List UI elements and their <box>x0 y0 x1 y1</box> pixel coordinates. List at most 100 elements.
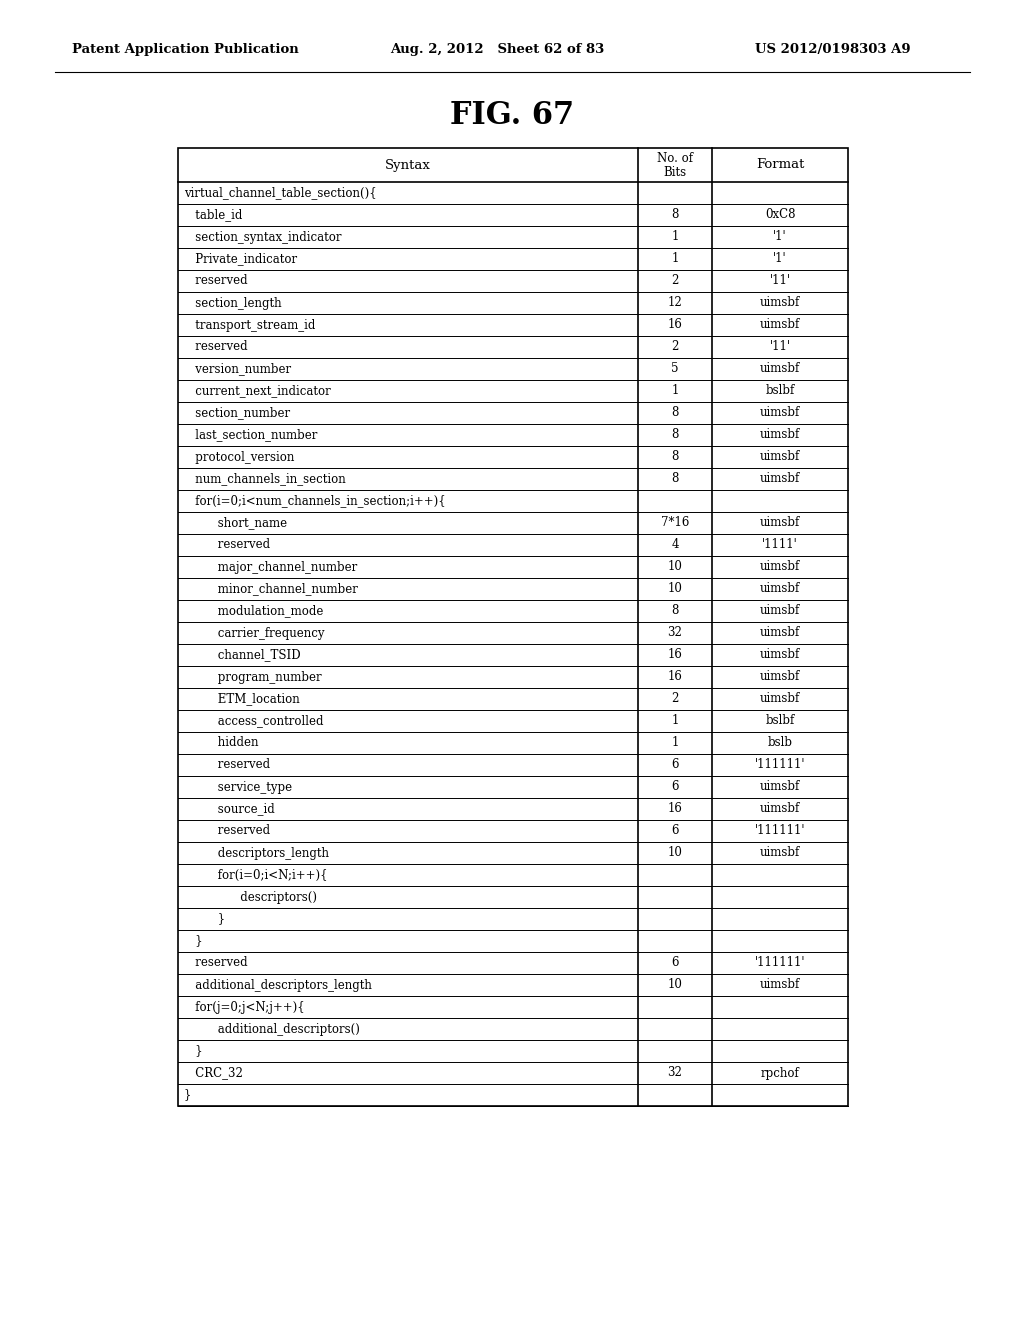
Text: version_number: version_number <box>184 363 291 375</box>
Text: for(i=0;i<num_channels_in_section;i++){: for(i=0;i<num_channels_in_section;i++){ <box>184 495 445 507</box>
Text: uimsbf: uimsbf <box>760 803 800 816</box>
Text: hidden: hidden <box>184 737 258 750</box>
Text: additional_descriptors_length: additional_descriptors_length <box>184 978 372 991</box>
Text: uimsbf: uimsbf <box>760 450 800 463</box>
Text: uimsbf: uimsbf <box>760 671 800 684</box>
Text: reserved: reserved <box>184 275 248 288</box>
Text: }: } <box>184 935 203 948</box>
Text: table_id: table_id <box>184 209 243 222</box>
Text: Format: Format <box>756 158 804 172</box>
Text: uimsbf: uimsbf <box>760 605 800 618</box>
Text: FIG. 67: FIG. 67 <box>450 99 574 131</box>
Text: num_channels_in_section: num_channels_in_section <box>184 473 346 486</box>
Text: for(i=0;i<N;i++){: for(i=0;i<N;i++){ <box>184 869 328 882</box>
Text: '1': '1' <box>773 231 786 243</box>
Text: CRC_32: CRC_32 <box>184 1067 243 1080</box>
Text: 1: 1 <box>672 737 679 750</box>
Text: }: } <box>184 1089 191 1101</box>
Text: 1: 1 <box>672 714 679 727</box>
Text: '111111': '111111' <box>755 825 805 837</box>
Text: Patent Application Publication: Patent Application Publication <box>72 44 299 57</box>
Text: 1: 1 <box>672 384 679 397</box>
Text: No. of
Bits: No. of Bits <box>657 152 693 178</box>
Text: descriptors(): descriptors() <box>184 891 317 903</box>
Text: uimsbf: uimsbf <box>760 846 800 859</box>
Text: additional_descriptors(): additional_descriptors() <box>184 1023 359 1035</box>
Text: uimsbf: uimsbf <box>760 693 800 705</box>
Text: uimsbf: uimsbf <box>760 429 800 441</box>
Text: 16: 16 <box>668 671 682 684</box>
Text: 10: 10 <box>668 582 682 595</box>
Text: reserved: reserved <box>184 825 270 837</box>
Text: '11': '11' <box>769 341 791 354</box>
Text: service_type: service_type <box>184 780 292 793</box>
Text: uimsbf: uimsbf <box>760 516 800 529</box>
Text: source_id: source_id <box>184 803 274 816</box>
Text: 7*16: 7*16 <box>660 516 689 529</box>
Text: '1111': '1111' <box>762 539 798 552</box>
Text: uimsbf: uimsbf <box>760 978 800 991</box>
Text: 5: 5 <box>672 363 679 375</box>
Text: for(j=0;j<N;j++){: for(j=0;j<N;j++){ <box>184 1001 304 1014</box>
Text: reserved: reserved <box>184 539 270 552</box>
Text: 8: 8 <box>672 605 679 618</box>
Text: channel_TSID: channel_TSID <box>184 648 301 661</box>
Text: 10: 10 <box>668 978 682 991</box>
Text: access_controlled: access_controlled <box>184 714 324 727</box>
Text: transport_stream_id: transport_stream_id <box>184 318 315 331</box>
Text: uimsbf: uimsbf <box>760 627 800 639</box>
Text: '11': '11' <box>769 275 791 288</box>
Text: carrier_frequency: carrier_frequency <box>184 627 325 639</box>
Text: 8: 8 <box>672 429 679 441</box>
Text: short_name: short_name <box>184 516 287 529</box>
Text: reserved: reserved <box>184 341 248 354</box>
Text: 8: 8 <box>672 209 679 222</box>
Text: virtual_channel_table_section(){: virtual_channel_table_section(){ <box>184 186 377 199</box>
Text: bslbf: bslbf <box>765 714 795 727</box>
Text: '111111': '111111' <box>755 759 805 771</box>
Text: 2: 2 <box>672 341 679 354</box>
Text: descriptors_length: descriptors_length <box>184 846 329 859</box>
Text: 6: 6 <box>672 957 679 969</box>
Text: 4: 4 <box>672 539 679 552</box>
Text: 8: 8 <box>672 450 679 463</box>
Text: minor_channel_number: minor_channel_number <box>184 582 357 595</box>
Text: major_channel_number: major_channel_number <box>184 561 357 573</box>
Text: reserved: reserved <box>184 759 270 771</box>
Text: 0xC8: 0xC8 <box>765 209 796 222</box>
Text: section_syntax_indicator: section_syntax_indicator <box>184 231 341 243</box>
Text: last_section_number: last_section_number <box>184 429 317 441</box>
Text: uimsbf: uimsbf <box>760 297 800 309</box>
Text: 6: 6 <box>672 759 679 771</box>
Text: '1': '1' <box>773 252 786 265</box>
Text: Syntax: Syntax <box>385 158 431 172</box>
Text: 6: 6 <box>672 825 679 837</box>
Text: 32: 32 <box>668 1067 682 1080</box>
Text: US 2012/0198303 A9: US 2012/0198303 A9 <box>755 44 910 57</box>
Text: uimsbf: uimsbf <box>760 582 800 595</box>
Text: current_next_indicator: current_next_indicator <box>184 384 331 397</box>
Text: reserved: reserved <box>184 957 248 969</box>
Text: section_length: section_length <box>184 297 282 309</box>
Text: 16: 16 <box>668 318 682 331</box>
Text: ETM_location: ETM_location <box>184 693 300 705</box>
Text: 16: 16 <box>668 803 682 816</box>
Text: program_number: program_number <box>184 671 322 684</box>
Text: 1: 1 <box>672 231 679 243</box>
Text: uimsbf: uimsbf <box>760 363 800 375</box>
Text: }: } <box>184 912 225 925</box>
Text: 2: 2 <box>672 693 679 705</box>
Text: uimsbf: uimsbf <box>760 561 800 573</box>
Text: 16: 16 <box>668 648 682 661</box>
Text: 10: 10 <box>668 846 682 859</box>
Text: uimsbf: uimsbf <box>760 318 800 331</box>
Text: uimsbf: uimsbf <box>760 780 800 793</box>
Text: 32: 32 <box>668 627 682 639</box>
Text: 6: 6 <box>672 780 679 793</box>
Text: 2: 2 <box>672 275 679 288</box>
Text: uimsbf: uimsbf <box>760 407 800 420</box>
Text: 8: 8 <box>672 407 679 420</box>
Text: 1: 1 <box>672 252 679 265</box>
Text: '111111': '111111' <box>755 957 805 969</box>
Text: rpchof: rpchof <box>761 1067 800 1080</box>
